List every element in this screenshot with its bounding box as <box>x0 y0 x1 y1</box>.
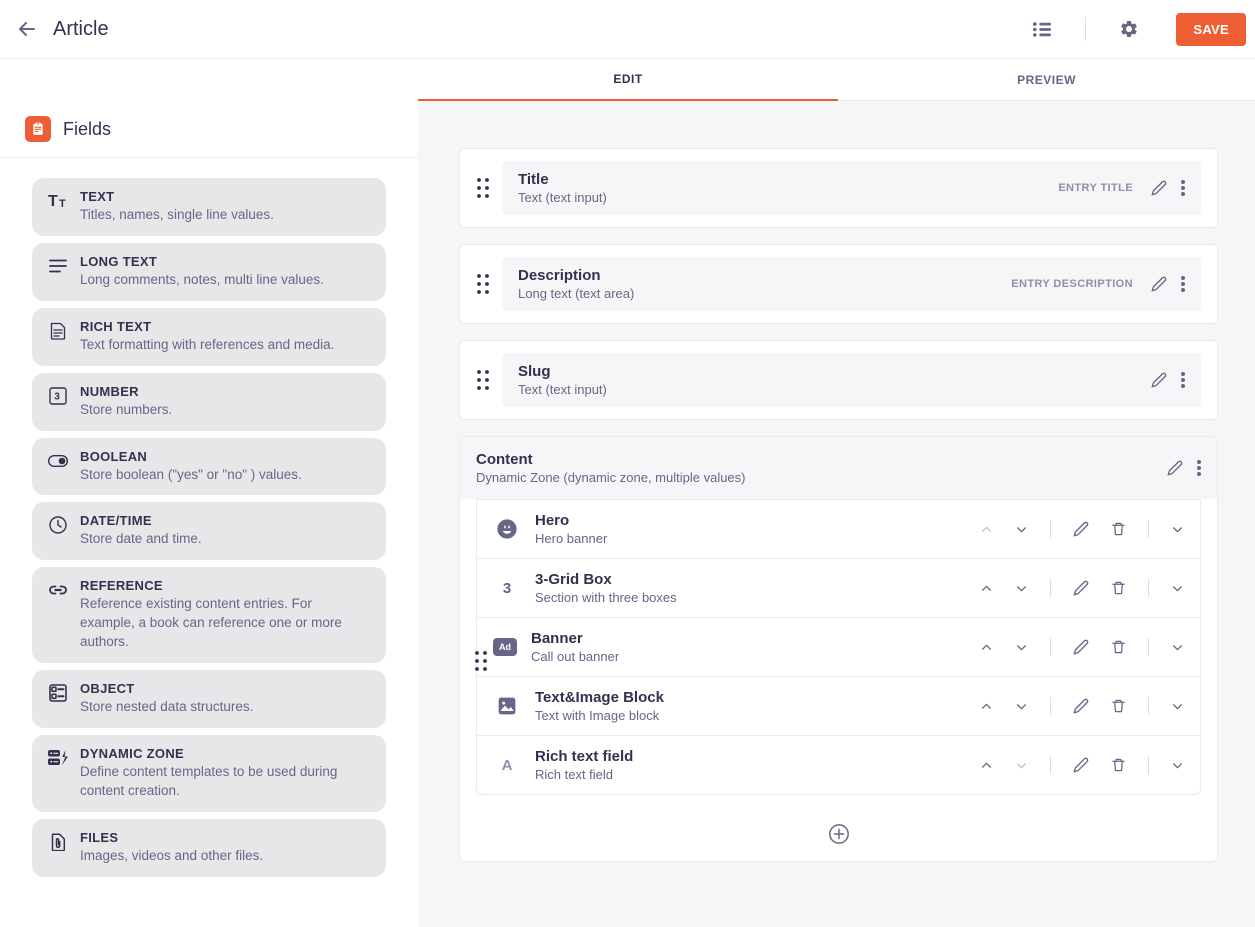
svg-text:T: T <box>59 198 66 209</box>
svg-text:T: T <box>48 193 58 209</box>
svg-text:3: 3 <box>54 391 60 402</box>
